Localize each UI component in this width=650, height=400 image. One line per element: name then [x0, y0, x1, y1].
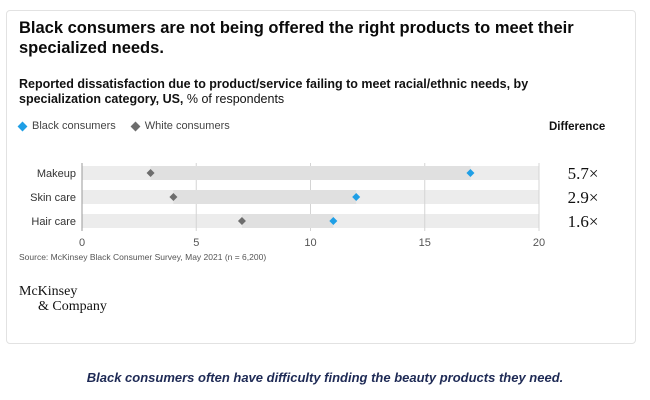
gap-bar-2 [241, 214, 334, 228]
source-note: Source: McKinsey Black Consumer Survey, … [19, 252, 267, 262]
x-tick-label-1: 5 [193, 237, 199, 249]
difference-value-2: 1.6× [568, 212, 599, 231]
gap-bar-0 [150, 166, 471, 180]
legend-black: Black consumers [17, 120, 116, 132]
legend: Black consumers White consumers [17, 120, 246, 132]
x-tick-label-0: 0 [79, 237, 85, 249]
logo-line-2: & Company [38, 299, 107, 314]
subtitle-unit: % of respondents [183, 92, 285, 106]
category-label-2: Hair care [31, 216, 76, 228]
logo-line-1: McKinsey [19, 284, 78, 299]
difference-value-1: 2.9× [568, 188, 599, 207]
difference-value-0: 5.7× [568, 164, 599, 183]
category-label-0: Makeup [37, 168, 76, 180]
x-tick-label-4: 20 [533, 237, 545, 249]
mckinsey-logo: McKinsey & Company [19, 284, 107, 314]
legend-white: White consumers [130, 120, 230, 132]
category-label-1: Skin care [30, 192, 76, 204]
legend-white-label: White consumers [144, 120, 230, 132]
gap-bar-1 [173, 190, 357, 204]
difference-header: Difference [549, 121, 606, 133]
black-consumers-marker-2 [329, 217, 338, 225]
black-consumers-marker-0 [466, 169, 475, 177]
image-caption: Black consumers often have difficulty fi… [86, 370, 564, 385]
white-consumers-marker-2 [237, 217, 246, 225]
white-consumers-marker-0 [146, 169, 155, 177]
subtitle-bold: Reported dissatisfaction due to product/… [19, 77, 529, 106]
black-consumers-marker-1 [352, 193, 361, 201]
x-tick-label-3: 15 [419, 237, 431, 249]
x-tick-label-2: 10 [304, 237, 316, 249]
legend-black-label: Black consumers [32, 120, 116, 132]
chart-subtitle: Reported dissatisfaction due to product/… [19, 77, 579, 107]
chart-title: Black consumers are not being offered th… [19, 19, 574, 57]
white-consumers-marker-1 [169, 193, 178, 201]
